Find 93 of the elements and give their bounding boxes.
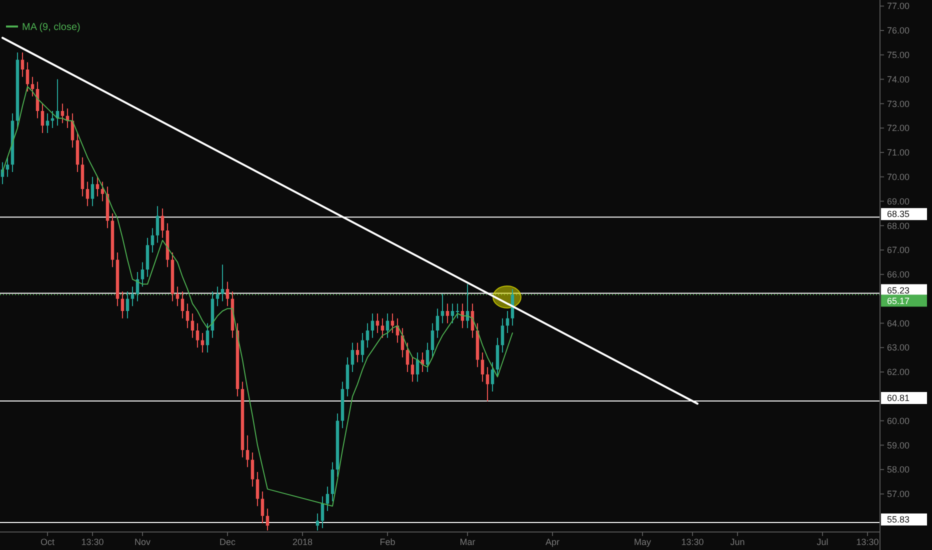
candlestick <box>406 342 410 372</box>
y-tick-label: 63.00 <box>887 342 910 353</box>
candlestick <box>140 262 144 288</box>
candlestick <box>446 303 450 324</box>
candlestick <box>86 181 90 207</box>
y-tick-label: 67.00 <box>887 245 910 256</box>
ref-line-label: 55.83 <box>887 514 910 525</box>
x-tick-label: 2018 <box>292 537 313 547</box>
x-tick-label: Nov <box>134 537 151 547</box>
candlestick <box>196 322 200 348</box>
candlestick <box>456 303 460 319</box>
x-tick-label: 13:30 <box>81 537 104 547</box>
candlestick <box>176 286 180 307</box>
y-tick-label: 64.00 <box>887 318 910 328</box>
ref-line-label: 65.17 <box>887 296 910 306</box>
candlestick <box>440 293 444 324</box>
candlestick <box>60 103 64 124</box>
y-tick-label: 59.00 <box>887 440 910 450</box>
ref-line-label: 65.23 <box>887 285 910 296</box>
candlestick <box>430 322 434 358</box>
ref-line-label: 68.35 <box>887 209 910 220</box>
candlestick <box>226 281 230 307</box>
candlestick <box>380 318 384 338</box>
candlestick <box>120 290 124 319</box>
x-tick-label: May <box>634 537 652 547</box>
candlestick <box>126 290 130 319</box>
candlestick <box>100 181 104 202</box>
candlestick <box>160 208 164 238</box>
y-tick-label: 62.00 <box>887 367 910 378</box>
candlestick <box>410 356 414 382</box>
candlestick <box>150 228 154 253</box>
y-tick-label: 69.00 <box>887 196 910 206</box>
candlestick <box>40 103 44 134</box>
candlestick <box>26 62 30 92</box>
candlestick <box>360 332 364 363</box>
candlestick <box>6 156 10 178</box>
candlestick <box>46 112 50 134</box>
candlestick <box>416 352 420 382</box>
candlestick <box>246 434 250 468</box>
candlestick <box>490 362 494 392</box>
legend-label: MA (9, close) <box>22 22 80 33</box>
x-tick-label: Apr <box>545 537 560 547</box>
candlestick <box>436 308 440 338</box>
candlestick <box>206 322 210 353</box>
candlestick <box>216 286 220 307</box>
y-tick-label: 68.00 <box>887 220 910 231</box>
candlestick <box>266 508 270 532</box>
y-tick-label: 66.00 <box>887 270 910 280</box>
y-tick-label: 77.00 <box>887 1 910 12</box>
y-tick-label: 73.00 <box>887 98 910 109</box>
candlestick <box>180 290 184 319</box>
candlestick <box>426 342 430 372</box>
candlestick <box>480 352 484 382</box>
x-tick-label: Feb <box>380 537 396 547</box>
y-tick-label: 70.00 <box>887 172 910 182</box>
candlestick <box>256 471 260 507</box>
candlestick <box>156 206 160 244</box>
x-tick-label: 13:30 <box>856 537 879 547</box>
y-tick-label: 58.00 <box>887 464 910 475</box>
y-tick-label: 75.00 <box>887 50 910 60</box>
candlestick <box>20 52 24 78</box>
ref-line-label: 60.81 <box>887 393 910 404</box>
candlestick <box>366 322 370 348</box>
candlestick <box>356 342 360 363</box>
y-tick-label: 72.00 <box>887 123 910 134</box>
candlestick <box>450 303 454 324</box>
y-tick-label: 74.00 <box>887 74 910 84</box>
y-tick-label: 76.00 <box>887 26 910 36</box>
candlestick <box>326 486 330 512</box>
candlestick <box>350 342 354 372</box>
candlestick <box>190 312 194 338</box>
candlestick <box>96 176 100 197</box>
candlestick <box>220 264 224 302</box>
x-tick-label: Mar <box>460 537 476 547</box>
candlestick <box>186 303 190 329</box>
candlestick <box>260 491 264 524</box>
candlestick <box>320 496 324 529</box>
candlestick <box>500 318 504 353</box>
x-tick-label: Jun <box>730 537 745 547</box>
y-tick-label: 57.00 <box>887 489 910 500</box>
candlestick <box>30 76 34 97</box>
x-tick-label: Oct <box>40 537 55 547</box>
x-tick-label: Jul <box>816 537 828 547</box>
candlestick <box>250 452 254 488</box>
candlestick <box>370 312 374 338</box>
candlestick <box>90 176 94 207</box>
x-tick-label: Dec <box>219 537 236 547</box>
candlestick <box>130 286 134 307</box>
candlestick <box>486 366 490 402</box>
candlestick <box>386 312 390 338</box>
x-tick-label: 13:30 <box>681 537 704 547</box>
y-tick-label: 60.00 <box>887 416 910 426</box>
y-tick-label: 71.00 <box>887 148 910 158</box>
